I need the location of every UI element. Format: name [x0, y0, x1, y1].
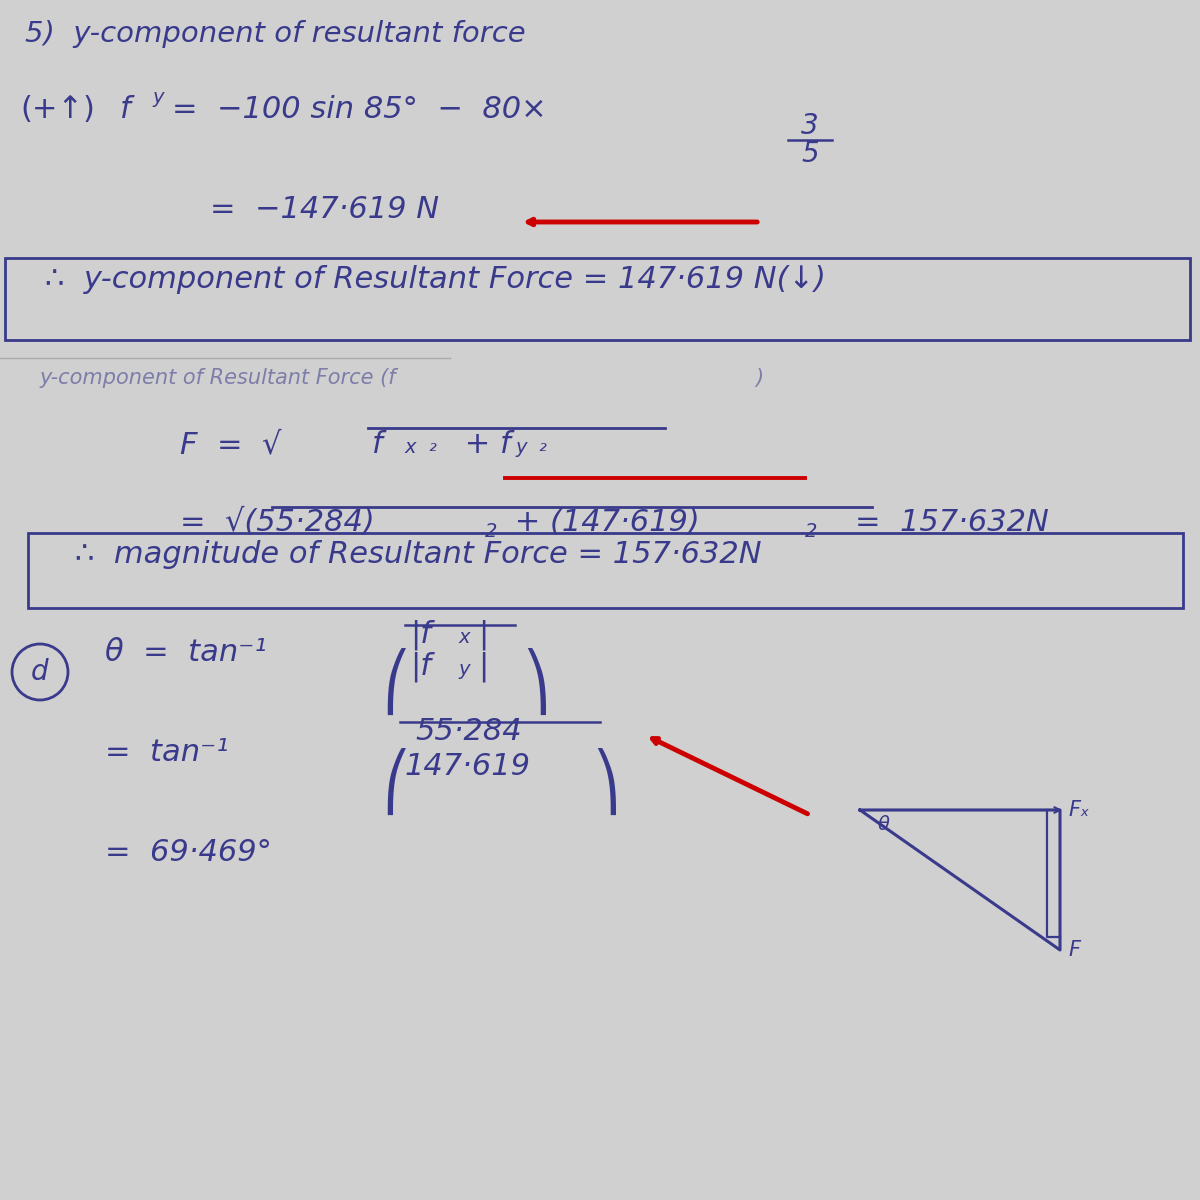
Text: ): ): [755, 368, 763, 388]
Text: |: |: [478, 652, 488, 683]
Text: |f: |f: [410, 652, 431, 683]
Text: ⎞: ⎞: [592, 748, 619, 815]
Text: x: x: [406, 438, 416, 457]
Text: 55·284: 55·284: [415, 716, 522, 746]
Bar: [28, 533, 1183, 608]
Text: + (147·619): + (147·619): [505, 508, 700, 538]
Text: =  tan⁻¹: = tan⁻¹: [106, 738, 228, 767]
Text: |: |: [478, 620, 488, 650]
Text: d: d: [31, 658, 49, 686]
Text: =  √(55·284): = √(55·284): [180, 508, 374, 538]
Text: |f: |f: [410, 620, 431, 650]
Text: 2: 2: [485, 522, 497, 541]
Text: 3: 3: [802, 112, 818, 140]
Text: ²: ²: [428, 442, 436, 461]
Text: y-component of Resultant Force (f: y-component of Resultant Force (f: [40, 368, 397, 388]
Text: ⎞: ⎞: [522, 648, 550, 715]
Bar: [5, 258, 1190, 340]
Text: Fₓ: Fₓ: [1068, 800, 1090, 820]
Text: y: y: [152, 88, 163, 107]
Text: F  =  √: F = √: [180, 430, 281, 458]
Text: ²: ²: [538, 442, 546, 461]
Text: ⎛: ⎛: [382, 648, 409, 715]
Text: f: f: [372, 430, 383, 458]
Text: ⎛: ⎛: [382, 748, 409, 815]
Text: y: y: [458, 660, 469, 679]
Text: 147·619: 147·619: [406, 752, 530, 781]
Text: x: x: [458, 628, 469, 647]
Text: =  −147·619 N: = −147·619 N: [210, 194, 439, 224]
Text: ∴  magnitude of Resultant Force = 157·632N: ∴ magnitude of Resultant Force = 157·632…: [74, 540, 762, 569]
Text: ∴  y-component of Resultant Force = 147·619 N(↓): ∴ y-component of Resultant Force = 147·6…: [46, 265, 826, 294]
Text: F: F: [1068, 940, 1080, 960]
Text: 5: 5: [802, 140, 818, 168]
Text: θ: θ: [878, 815, 890, 834]
Text: =  157·632N: = 157·632N: [856, 508, 1049, 538]
Text: =  69·469°: = 69·469°: [106, 838, 272, 866]
Text: + f: + f: [455, 430, 511, 458]
Text: θ  =  tan⁻¹: θ = tan⁻¹: [106, 638, 266, 667]
Text: 2: 2: [805, 522, 817, 541]
Text: y: y: [515, 438, 527, 457]
Text: =  −100 sin 85°  −  80×: = −100 sin 85° − 80×: [172, 95, 547, 124]
Text: f: f: [120, 95, 131, 124]
Text: 5)  y-component of resultant force: 5) y-component of resultant force: [25, 20, 526, 48]
Text: (+↑): (+↑): [20, 95, 95, 124]
